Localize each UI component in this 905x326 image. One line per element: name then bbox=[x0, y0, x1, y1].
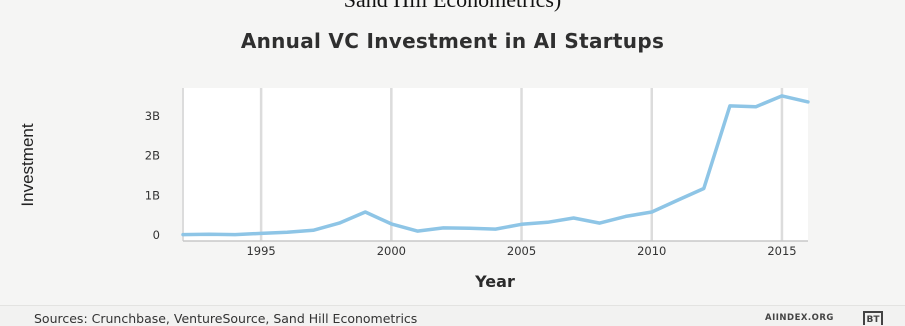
y-tick-label: 2B bbox=[145, 149, 160, 163]
y-tick-label: 0 bbox=[153, 228, 160, 242]
plot-area bbox=[183, 88, 808, 241]
brand-text: AIINDEX.ORG bbox=[765, 313, 834, 323]
x-axis-label: Year bbox=[475, 272, 515, 291]
logo-icon: BT bbox=[863, 311, 883, 325]
x-tick-label: 2015 bbox=[767, 244, 796, 258]
chart-footer: Sources: Crunchbase, VentureSource, Sand… bbox=[0, 305, 905, 326]
series-line bbox=[181, 94, 810, 237]
caption-fragment: Sand Hill Econometrics) bbox=[0, 0, 905, 14]
x-tick-label: 2010 bbox=[637, 244, 666, 258]
x-tick-label: 2005 bbox=[507, 244, 536, 258]
chart-title: Annual VC Investment in AI Startups bbox=[240, 29, 665, 53]
x-tick-label: 1995 bbox=[246, 244, 275, 258]
y-tick-label: 1B bbox=[145, 188, 160, 202]
x-tick-label: 2000 bbox=[377, 244, 406, 258]
source-note: Sources: Crunchbase, VentureSource, Sand… bbox=[34, 311, 418, 326]
y-tick-label: 3B bbox=[145, 109, 160, 123]
